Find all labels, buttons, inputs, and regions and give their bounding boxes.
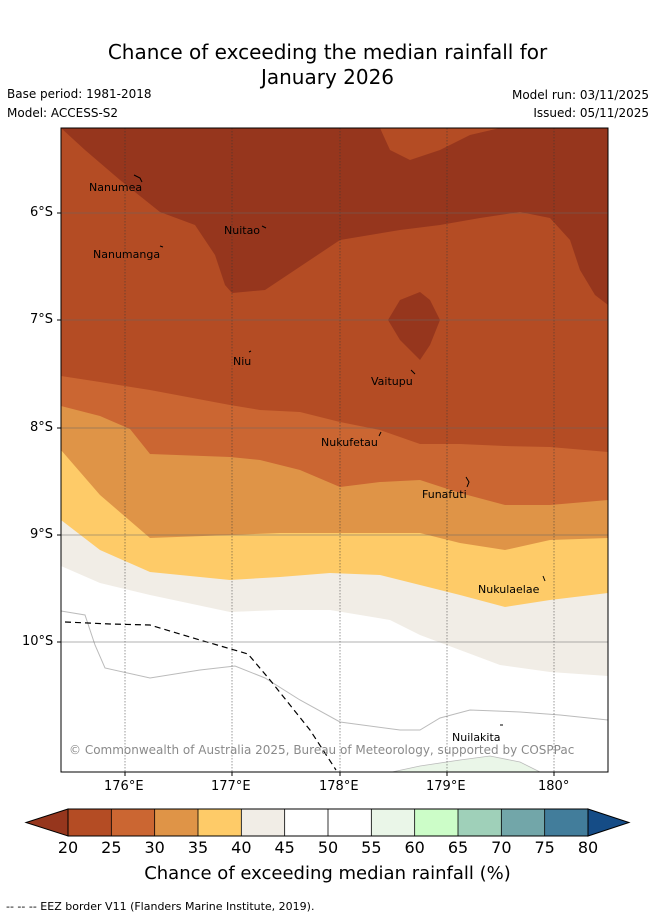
lat-lines: [61, 212, 608, 643]
colorbar-segment: [154, 809, 198, 836]
place-nukufetau: Nukufetau: [321, 436, 378, 449]
colorbar-segment: [111, 809, 155, 836]
colorbar-tick-label: 30: [144, 838, 165, 857]
colorbar-tick-label: 40: [231, 838, 252, 857]
colorbar-tick-label: 65: [447, 838, 469, 857]
colorbar-tick-label: 50: [317, 838, 339, 857]
eez-legend: -- -- -- EEZ border V11 (Flanders Marine…: [6, 900, 315, 913]
colorbar-tick-label: 45: [274, 838, 295, 857]
base-period: Base period: 1981-2018: [7, 87, 152, 101]
place-nuilakita: Nuilakita: [452, 731, 501, 744]
place-nanumanga: Nanumanga: [93, 248, 160, 261]
colorbar-tick-label: 75: [534, 838, 555, 857]
place-nanumea: Nanumea: [89, 181, 142, 194]
colorbar: [24, 808, 631, 837]
place-niu: Niu: [233, 355, 251, 368]
place-nukulaelae: Nukulaelae: [478, 583, 540, 596]
colorbar-segment: [458, 809, 502, 836]
lon-tick-177e: 177°E: [211, 779, 251, 794]
colorbar-tick-label: 60: [404, 838, 425, 857]
copyright-notice: © Commonwealth of Australia 2025, Bureau…: [69, 743, 574, 757]
island-outlines: [133, 174, 546, 726]
title-line-2: January 2026: [260, 65, 395, 89]
colorbar-segment: [241, 809, 285, 836]
colorbar-tick-label: 35: [187, 838, 209, 857]
place-vaitupu: Vaitupu: [371, 375, 413, 388]
colorbar-tick-label: 80: [577, 838, 599, 857]
lon-tick-179e: 179°E: [426, 779, 466, 794]
place-nuitao: Nuitao: [224, 224, 260, 237]
colorbar-segment: [198, 809, 242, 836]
colorbar-segment: [501, 809, 545, 836]
colorbar-tick-label: 20: [57, 838, 79, 857]
lat-tick-7s: 7°S: [30, 312, 54, 327]
green-patch: [391, 755, 541, 772]
lon-tick-178e: 178°E: [319, 779, 359, 794]
eez-border-line: [64, 621, 337, 771]
lat-tick-8s: 8°S: [30, 420, 54, 435]
band-below-25-island: [388, 292, 440, 360]
colorbar-segment: [328, 809, 372, 836]
colorbar-segment: [544, 809, 588, 836]
axis-ticks: [57, 212, 555, 776]
place-funafuti: Funafuti: [422, 488, 467, 501]
lon-tick-180: 180°: [538, 779, 570, 794]
title-line-1: Chance of exceeding the median rainfall …: [107, 40, 548, 64]
issued-date: Issued: 05/11/2025: [533, 106, 649, 120]
colorbar-tick-label: 55: [361, 838, 382, 857]
eez-outlines: [60, 610, 609, 731]
lon-tick-176e: 176°E: [104, 779, 144, 794]
graticule: [124, 128, 555, 772]
colorbar-segment: [371, 809, 415, 836]
colorbar-extend-high: [587, 808, 631, 837]
lat-tick-10s: 10°S: [22, 634, 54, 649]
lat-tick-9s: 9°S: [30, 527, 54, 542]
model-name: Model: ACCESS-S2: [7, 106, 119, 120]
colorbar-tick-label: 70: [491, 838, 512, 857]
map-title: Chance of exceeding the median rainfall …: [0, 40, 655, 90]
model-run: Model run: 03/11/2025: [511, 88, 649, 102]
colorbar-segment: [414, 809, 458, 836]
lat-tick-6s: 6°S: [30, 205, 54, 220]
colorbar-segment: [68, 809, 112, 836]
colorbar-segment: [284, 809, 328, 836]
map-frame: [60, 127, 609, 773]
colorbar-title: Chance of exceeding median rainfall (%): [144, 863, 511, 884]
band-below-25-north: [61, 128, 608, 305]
colorbar-extend-low: [24, 808, 69, 837]
colorbar-tick-label: 25: [101, 838, 122, 857]
